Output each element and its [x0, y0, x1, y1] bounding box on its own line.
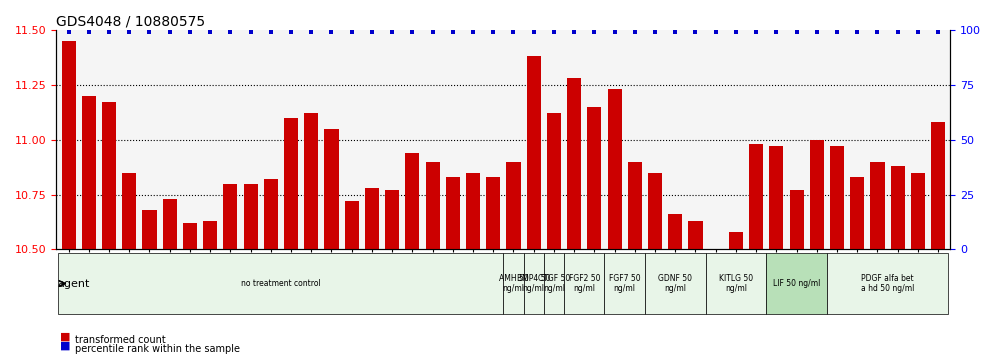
Bar	[385, 190, 399, 249]
Text: no treatment control: no treatment control	[241, 279, 321, 288]
Bar	[244, 184, 258, 249]
Bar	[223, 184, 237, 249]
Bar	[608, 89, 622, 249]
Bar	[142, 210, 156, 249]
Bar	[62, 41, 76, 249]
Bar	[527, 56, 541, 249]
Bar	[183, 223, 197, 249]
Text: FGF2 50
ng/ml: FGF2 50 ng/ml	[569, 274, 600, 293]
Bar	[425, 162, 439, 249]
Text: transformed count: transformed count	[75, 335, 165, 345]
Bar	[325, 129, 339, 249]
Bar	[304, 113, 319, 249]
Bar	[749, 144, 763, 249]
Bar	[466, 173, 480, 249]
Bar	[264, 179, 278, 249]
FancyBboxPatch shape	[503, 253, 524, 314]
Bar	[688, 221, 702, 249]
FancyBboxPatch shape	[645, 253, 705, 314]
Bar	[871, 162, 884, 249]
Text: ■: ■	[60, 332, 71, 342]
Bar	[648, 173, 662, 249]
Text: KITLG 50
ng/ml: KITLG 50 ng/ml	[719, 274, 753, 293]
Bar	[446, 177, 460, 249]
Bar	[365, 188, 379, 249]
Bar	[82, 96, 96, 249]
Bar	[729, 232, 743, 249]
Text: FGF7 50
ng/ml: FGF7 50 ng/ml	[609, 274, 640, 293]
Bar	[405, 153, 419, 249]
FancyBboxPatch shape	[605, 253, 645, 314]
Text: PDGF alfa bet
a hd 50 ng/ml: PDGF alfa bet a hd 50 ng/ml	[861, 274, 914, 293]
FancyBboxPatch shape	[564, 253, 605, 314]
FancyBboxPatch shape	[524, 253, 544, 314]
Bar	[851, 177, 865, 249]
FancyBboxPatch shape	[766, 253, 827, 314]
Text: GDS4048 / 10880575: GDS4048 / 10880575	[57, 15, 205, 29]
FancyBboxPatch shape	[827, 253, 948, 314]
Bar	[588, 107, 602, 249]
Bar	[911, 173, 925, 249]
Bar	[486, 177, 500, 249]
Bar	[345, 201, 359, 249]
Bar	[668, 214, 682, 249]
Bar	[931, 122, 945, 249]
Bar	[102, 102, 117, 249]
Bar	[830, 146, 845, 249]
Bar	[284, 118, 298, 249]
Text: AMH 50
ng/ml: AMH 50 ng/ml	[499, 274, 528, 293]
Text: CTGF 50
ng/ml: CTGF 50 ng/ml	[538, 274, 570, 293]
Bar	[203, 221, 217, 249]
Bar	[547, 113, 561, 249]
Text: LIF 50 ng/ml: LIF 50 ng/ml	[773, 279, 821, 288]
Text: BMP4 50
ng/ml: BMP4 50 ng/ml	[517, 274, 551, 293]
Bar	[123, 173, 136, 249]
Text: agent: agent	[57, 279, 90, 289]
Text: ■: ■	[60, 341, 71, 351]
Bar	[162, 199, 177, 249]
Bar	[506, 162, 521, 249]
Bar	[810, 140, 824, 249]
Bar	[890, 166, 904, 249]
FancyBboxPatch shape	[705, 253, 766, 314]
Bar	[567, 78, 582, 249]
Bar	[627, 162, 641, 249]
Text: GDNF 50
ng/ml: GDNF 50 ng/ml	[658, 274, 692, 293]
FancyBboxPatch shape	[59, 253, 503, 314]
Bar	[790, 190, 804, 249]
Bar	[769, 146, 784, 249]
FancyBboxPatch shape	[544, 253, 564, 314]
Text: percentile rank within the sample: percentile rank within the sample	[75, 344, 240, 354]
